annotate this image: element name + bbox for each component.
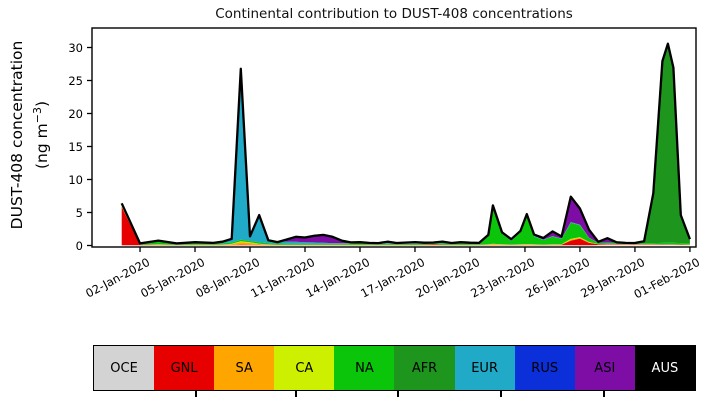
legend-item-RUS: RUS — [514, 346, 575, 390]
y-tick-label: 10 — [68, 172, 83, 187]
area-RUS — [121, 43, 690, 244]
legend-sub-tick — [603, 390, 605, 397]
total-outline — [120, 42, 691, 245]
y-tick-label: 0 — [75, 238, 83, 253]
area-EUR — [121, 43, 690, 244]
legend-item-AUS: AUS — [634, 346, 695, 390]
legend-item-NA: NA — [334, 346, 395, 390]
legend-sub-tick — [195, 390, 197, 397]
axes-box — [91, 27, 697, 248]
y-axis-label-line1: DUST-408 concentration — [8, 40, 26, 230]
y-tick-label: 5 — [75, 205, 83, 220]
legend-item-GNL: GNL — [154, 346, 215, 390]
legend-item-SA: SA — [214, 346, 275, 390]
legend-sub-tick — [500, 390, 502, 397]
area-AUS — [121, 43, 690, 244]
legend-item-EUR: EUR — [454, 346, 515, 390]
chart-title: Continental contribution to DUST-408 con… — [215, 6, 573, 22]
legend-item-AFR: AFR — [394, 346, 455, 390]
area-ASI — [121, 43, 690, 244]
legend-item-OCE: OCE — [94, 346, 155, 390]
y-tick-label: 15 — [68, 139, 83, 154]
area-AFR — [121, 43, 690, 244]
legend-item-CA: CA — [274, 346, 335, 390]
area-OCE — [121, 244, 690, 246]
y-axis-label-units: (ng m−3) — [30, 100, 52, 170]
continent-legend: OCE GNL SA CA NA AFR EUR RUS ASI AUS — [93, 345, 696, 391]
y-tick-label: 30 — [68, 40, 83, 55]
stack-layers — [120, 42, 691, 246]
legend-sub-tick — [295, 390, 297, 397]
y-tick-label: 20 — [68, 106, 83, 121]
y-tick-label: 25 — [68, 73, 83, 88]
legend-item-ASI: ASI — [574, 346, 635, 390]
legend-sub-tick — [397, 390, 399, 397]
